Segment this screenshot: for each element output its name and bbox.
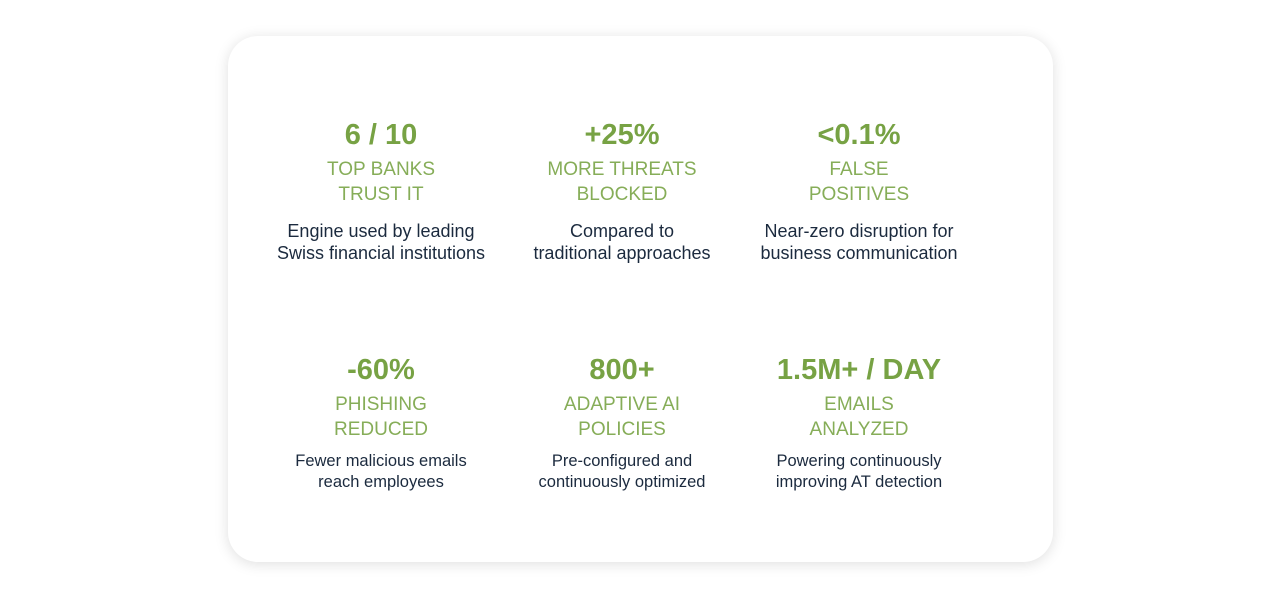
stat-phishing-reduced: -60% PHISHING REDUCED Fewer malicious ema… [256,353,506,493]
stat-description: Compared to traditional approaches [497,220,747,264]
stat-description: Engine used by leading Swiss financial in… [256,220,506,264]
label-line: MORE THREATS [547,159,697,180]
stat-emails-analyzed: 1.5M+ / DAY EMAILS ANALYZED Powering cont… [734,353,984,493]
description-line: improving AT detection [775,473,943,491]
label-line: TRUST IT [338,184,424,205]
stats-card: 6 / 10 TOP BANKS TRUST IT Engine used by … [228,36,1053,562]
stat-value: -60% [347,354,415,386]
stat-value: 6 / 10 [344,119,418,151]
description-line: business communication [760,243,958,263]
label-line: EMAILS [824,394,894,415]
label-line: ANALYZED [809,419,909,440]
label-line: BLOCKED [576,184,668,205]
description-line: Near-zero disruption for [764,221,954,241]
stat-description: Near-zero disruption for business communi… [734,220,984,264]
stat-description: Powering continuously improving AT detect… [734,451,984,493]
label-line: TOP BANKS [326,159,436,180]
stat-value: +25% [584,119,660,151]
stat-description: Pre-configured and continuously optimized [497,451,747,493]
stat-label: PHISHING REDUCED [256,392,506,442]
label-line: ADAPTIVE AI [563,394,681,415]
label-line: PHISHING [335,394,427,415]
description-line: traditional approaches [533,243,711,263]
stat-value: 1.5M+ / DAY [776,354,942,386]
label-line: POLICIES [578,419,666,440]
stat-label: FALSE POSITIVES [734,157,984,207]
stat-top-banks: 6 / 10 TOP BANKS TRUST IT Engine used by … [256,118,506,264]
stat-threats-blocked: +25% MORE THREATS BLOCKED Compared to trad… [497,118,747,264]
description-line: continuously optimized [538,473,706,491]
description-line: Powering continuously [776,452,942,470]
stat-false-positives: <0.1% FALSE POSITIVES Near-zero disruptio… [734,118,984,264]
label-line: POSITIVES [808,184,910,205]
description-line: Fewer malicious emails [295,452,467,470]
description-line: reach employees [318,473,444,491]
label-line: REDUCED [334,419,428,440]
description-line: Engine used by leading [287,221,475,241]
stat-label: ADAPTIVE AI POLICIES [497,392,747,442]
stat-adaptive-policies: 800+ ADAPTIVE AI POLICIES Pre-configured … [497,353,747,493]
label-line: FALSE [829,159,889,180]
stat-label: TOP BANKS TRUST IT [256,157,506,207]
stat-label: MORE THREATS BLOCKED [497,157,747,207]
stat-label: EMAILS ANALYZED [734,392,984,442]
description-line: Pre-configured and [551,452,693,470]
stat-value: 800+ [589,354,655,386]
description-line: Swiss financial institutions [276,243,486,263]
stat-value: <0.1% [817,119,901,151]
description-line: Compared to [569,221,675,241]
stat-description: Fewer malicious emails reach employees [256,451,506,493]
